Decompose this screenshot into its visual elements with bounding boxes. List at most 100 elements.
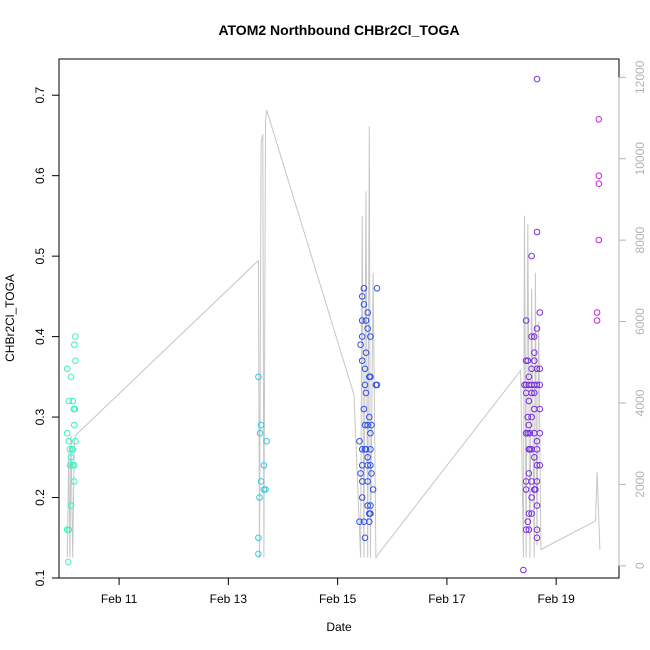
y-axis-label: CHBr2Cl_TOGA bbox=[3, 274, 17, 362]
data-point bbox=[528, 389, 535, 397]
chart-title: ATOM2 Northbound CHBr2Cl_TOGA bbox=[218, 22, 459, 38]
data-point bbox=[536, 309, 544, 316]
data-point bbox=[528, 333, 535, 340]
data-point bbox=[536, 462, 544, 469]
data-point bbox=[71, 478, 78, 485]
data-point bbox=[525, 421, 533, 429]
data-point bbox=[356, 518, 363, 526]
data-point bbox=[536, 405, 544, 413]
data-point bbox=[367, 462, 374, 469]
data-point bbox=[67, 502, 75, 509]
data-point bbox=[255, 534, 262, 542]
y-axis: 0.1 0.2 0.3 0.4 0.5 0.6 0.7 bbox=[33, 87, 60, 586]
x-tick-label: Feb 19 bbox=[537, 592, 575, 606]
data-point bbox=[522, 526, 530, 534]
data-point bbox=[536, 429, 544, 437]
data-point bbox=[367, 502, 374, 509]
y-tick-label: 0.3 bbox=[33, 408, 47, 425]
data-point bbox=[533, 502, 541, 509]
data-point bbox=[522, 486, 530, 493]
data-point bbox=[71, 462, 78, 469]
data-point bbox=[533, 462, 541, 469]
data-point bbox=[524, 413, 532, 421]
data-point bbox=[531, 454, 538, 461]
data-point bbox=[72, 357, 79, 365]
data-point bbox=[357, 341, 364, 349]
data-point bbox=[533, 228, 541, 236]
data-point bbox=[360, 405, 368, 413]
data-point bbox=[356, 437, 363, 445]
data-point bbox=[362, 389, 370, 397]
data-point bbox=[255, 373, 262, 381]
data-point bbox=[526, 446, 534, 453]
data-point bbox=[257, 421, 265, 429]
data-point bbox=[71, 405, 79, 413]
data-point bbox=[367, 510, 374, 517]
data-point bbox=[72, 333, 79, 340]
y2-tick-label: 6000 bbox=[633, 308, 647, 335]
x-tick-label: Feb 11 bbox=[101, 592, 138, 606]
data-point bbox=[367, 429, 374, 437]
y2-tick-label: 0 bbox=[633, 562, 647, 569]
data-point bbox=[524, 357, 532, 365]
data-point bbox=[536, 381, 544, 389]
data-point bbox=[67, 373, 75, 381]
data-point bbox=[369, 486, 377, 493]
data-point bbox=[263, 437, 270, 445]
data-point bbox=[367, 373, 374, 381]
data-point bbox=[358, 357, 366, 365]
data-point bbox=[360, 301, 368, 308]
data-point bbox=[531, 389, 538, 397]
data-point bbox=[364, 454, 372, 461]
data-point bbox=[533, 437, 541, 445]
data-point bbox=[524, 429, 532, 437]
data-point bbox=[361, 381, 369, 389]
data-point bbox=[366, 413, 373, 421]
y-tick-label: 0.4 bbox=[33, 328, 47, 345]
x-axis: Feb 11 Feb 13 Feb 15 Feb 17 Feb 19 bbox=[101, 577, 575, 606]
data-point bbox=[257, 478, 265, 485]
trace-layer bbox=[66, 109, 601, 560]
y-tick-label: 0.5 bbox=[33, 247, 47, 264]
data-point bbox=[63, 365, 71, 373]
data-point bbox=[524, 518, 532, 526]
y2-tick-label: 8000 bbox=[633, 226, 647, 253]
data-point bbox=[367, 333, 374, 340]
data-point bbox=[367, 446, 374, 453]
data-point bbox=[65, 397, 73, 405]
data-point bbox=[66, 462, 74, 469]
data-point bbox=[66, 446, 74, 453]
x-tick-label: Feb 13 bbox=[210, 592, 248, 606]
data-point bbox=[362, 446, 370, 453]
data-point bbox=[595, 116, 603, 123]
y2-tick-label: 10000 bbox=[633, 142, 647, 176]
data-point bbox=[593, 317, 601, 324]
y-tick-label: 0.7 bbox=[33, 87, 47, 104]
y-tick-label: 0.6 bbox=[33, 167, 47, 184]
data-point bbox=[528, 413, 535, 421]
data-point bbox=[525, 397, 533, 405]
data-point bbox=[364, 478, 372, 485]
data-point bbox=[533, 534, 541, 542]
data-point bbox=[528, 252, 535, 260]
data-point bbox=[364, 502, 372, 509]
y-tick-label: 0.2 bbox=[33, 489, 47, 506]
data-point bbox=[65, 437, 73, 445]
data-point bbox=[362, 349, 370, 357]
data-point bbox=[533, 381, 541, 389]
data-point bbox=[364, 309, 372, 316]
data-point bbox=[368, 470, 375, 477]
y2-tick-label: 2000 bbox=[633, 471, 647, 498]
data-point bbox=[366, 518, 373, 526]
data-point bbox=[531, 349, 538, 357]
data-point bbox=[593, 309, 601, 316]
data-point bbox=[358, 293, 366, 300]
data-point bbox=[533, 325, 541, 332]
y2-tick-label: 12000 bbox=[633, 60, 647, 94]
data-point bbox=[364, 421, 372, 429]
data-point bbox=[361, 534, 369, 542]
data-point bbox=[255, 550, 262, 558]
data-point bbox=[595, 236, 603, 244]
data-point bbox=[531, 333, 538, 340]
